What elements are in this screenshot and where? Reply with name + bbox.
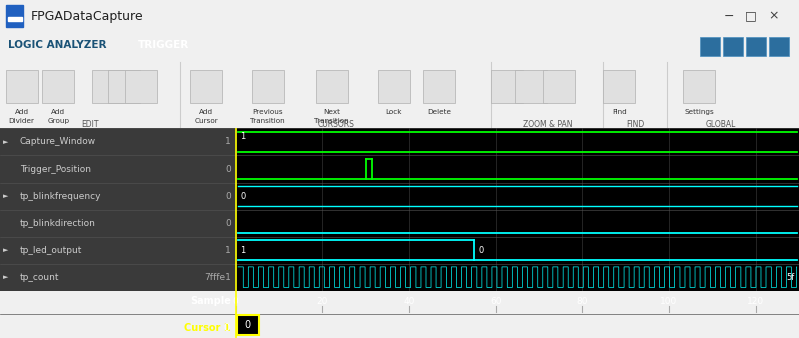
Bar	[42, 70, 74, 103]
Text: Transition: Transition	[250, 118, 285, 124]
Bar	[190, 70, 222, 103]
Bar	[2, 32, 112, 59]
Bar	[378, 70, 410, 103]
Text: 5f: 5f	[787, 273, 795, 282]
Text: Add: Add	[51, 109, 66, 115]
Text: Add: Add	[199, 109, 213, 115]
Text: Group: Group	[47, 118, 70, 124]
Text: Capture_Window: Capture_Window	[20, 138, 96, 146]
Bar	[543, 70, 575, 103]
Text: Cursor 1: Cursor 1	[185, 322, 231, 333]
Bar	[92, 70, 124, 103]
Bar	[6, 5, 23, 27]
Bar	[700, 37, 720, 56]
Bar	[252, 70, 284, 103]
Text: 0: 0	[244, 320, 251, 330]
Text: ►: ►	[3, 247, 9, 253]
Text: 7fffe1: 7fffe1	[204, 273, 231, 282]
Text: ×: ×	[768, 9, 779, 23]
Bar	[316, 70, 348, 103]
Bar	[6, 70, 38, 103]
Bar	[236, 128, 799, 291]
Text: 120: 120	[747, 296, 764, 306]
Text: Sample: Sample	[190, 296, 231, 306]
Text: ►: ►	[3, 193, 9, 199]
Text: 0: 0	[479, 246, 484, 255]
Text: GLOBAL: GLOBAL	[706, 120, 737, 129]
Text: 20: 20	[316, 296, 328, 306]
Text: FIND: FIND	[626, 120, 644, 129]
Text: 1: 1	[240, 132, 246, 142]
Text: LOGIC ANALYZER: LOGIC ANALYZER	[8, 40, 107, 50]
Text: 1: 1	[225, 138, 231, 146]
Bar	[515, 70, 547, 103]
Text: TRIGGER: TRIGGER	[138, 40, 189, 50]
Text: Next: Next	[323, 109, 340, 115]
Text: tp_count: tp_count	[20, 273, 59, 282]
Text: 0: 0	[240, 192, 246, 200]
Text: tp_led_output: tp_led_output	[20, 246, 82, 255]
Text: Divider: Divider	[9, 118, 34, 124]
Text: 0: 0	[225, 165, 231, 173]
Bar	[108, 70, 140, 103]
Text: 0: 0	[225, 192, 231, 200]
Text: tp_blinkfrequency: tp_blinkfrequency	[20, 192, 101, 200]
Bar	[0, 128, 236, 291]
Text: 80: 80	[577, 296, 588, 306]
Text: Find: Find	[612, 109, 626, 115]
Text: 0: 0	[223, 322, 229, 333]
Bar	[603, 70, 635, 103]
Text: −: −	[723, 9, 734, 23]
Text: Delete: Delete	[427, 109, 451, 115]
Text: Lock: Lock	[386, 109, 402, 115]
Bar	[423, 70, 455, 103]
Text: EDIT: EDIT	[81, 120, 98, 129]
Text: Transition: Transition	[314, 118, 349, 124]
Text: 0: 0	[233, 296, 239, 306]
Bar	[683, 70, 715, 103]
Bar	[746, 37, 766, 56]
Text: Add: Add	[14, 109, 29, 115]
Bar	[125, 70, 157, 103]
Text: tp_blinkdirection: tp_blinkdirection	[20, 219, 96, 227]
Text: Settings: Settings	[684, 109, 714, 115]
Text: 1: 1	[225, 246, 231, 255]
Text: FPGADataCapture: FPGADataCapture	[30, 9, 143, 23]
Text: □: □	[745, 9, 757, 23]
Text: Cursor: Cursor	[194, 118, 218, 124]
Text: Trigger_Position: Trigger_Position	[20, 165, 91, 173]
Text: ►: ►	[3, 274, 9, 280]
Text: 100: 100	[661, 296, 678, 306]
Bar	[237, 315, 259, 335]
Bar	[723, 37, 743, 56]
Bar	[491, 70, 523, 103]
Text: ZOOM & PAN: ZOOM & PAN	[523, 120, 572, 129]
Text: 40: 40	[403, 296, 415, 306]
Text: 60: 60	[490, 296, 502, 306]
Bar	[8, 17, 22, 21]
Text: 1: 1	[240, 246, 246, 255]
Text: ►: ►	[3, 139, 9, 145]
Text: Previous: Previous	[252, 109, 283, 115]
Text: 0: 0	[225, 219, 231, 227]
Text: CURSORS: CURSORS	[317, 120, 354, 129]
Bar	[769, 37, 789, 56]
